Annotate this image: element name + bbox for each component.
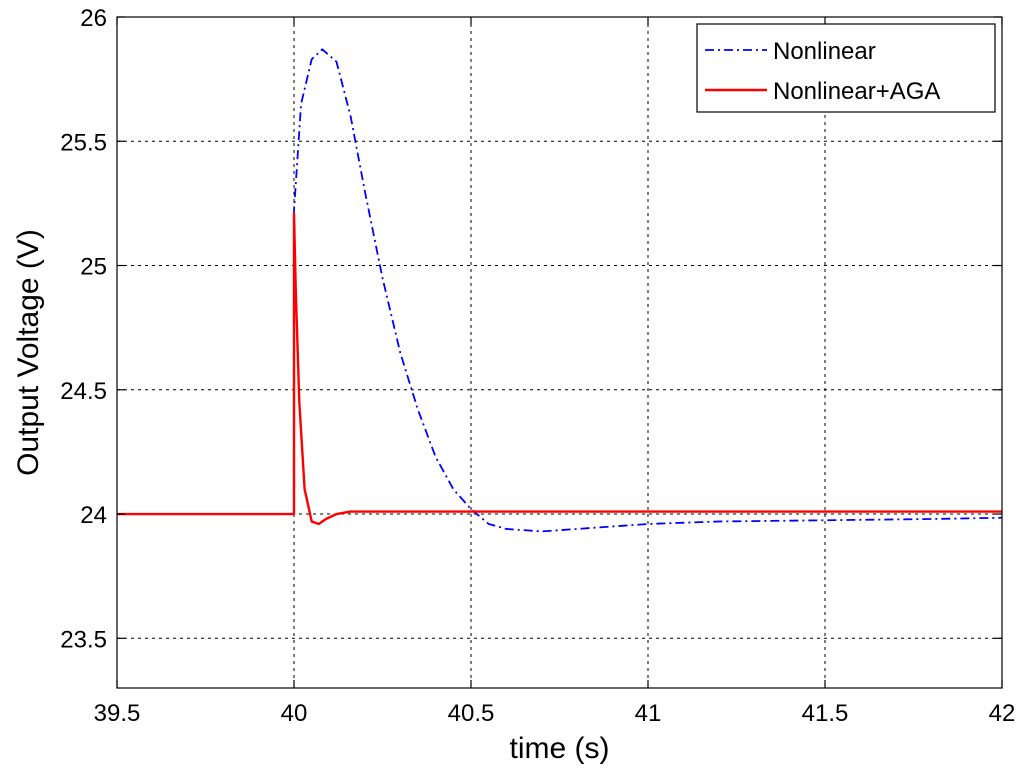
legend-label-nonlinear-aga: Nonlinear+AGA [773,78,940,105]
x-tick-label: 40.5 [448,700,495,727]
legend: Nonlinear Nonlinear+AGA [696,23,996,113]
x-tick-label: 41 [635,700,662,727]
x-tick-label: 41.5 [802,700,849,727]
x-tick-label: 39.5 [94,700,141,727]
y-tick-label: 24 [80,502,107,529]
y-tick-label: 26 [80,5,107,32]
y-tick-label: 24.5 [60,378,107,405]
tick-labels: 39.5 40 40.5 41 41.5 42 23.5 24 24.5 25 25.5 26 [60,5,1015,727]
y-axis-label: Output Voltage (V) [12,229,45,476]
x-tick-label: 40 [281,700,308,727]
series-line-nonlinear-aga [117,212,1002,526]
legend-label-nonlinear: Nonlinear [773,38,876,65]
y-tick-label: 23.5 [60,626,107,653]
series-line-nonlinear [117,48,1003,533]
x-tick-label: 42 [989,700,1016,727]
x-axis-label: time (s) [510,732,610,765]
y-tick-label: 25.5 [60,129,107,156]
series-lines [117,48,1003,533]
plot-frame [116,16,1003,689]
y-tick-label: 25 [80,254,107,281]
legend-box [696,23,996,113]
